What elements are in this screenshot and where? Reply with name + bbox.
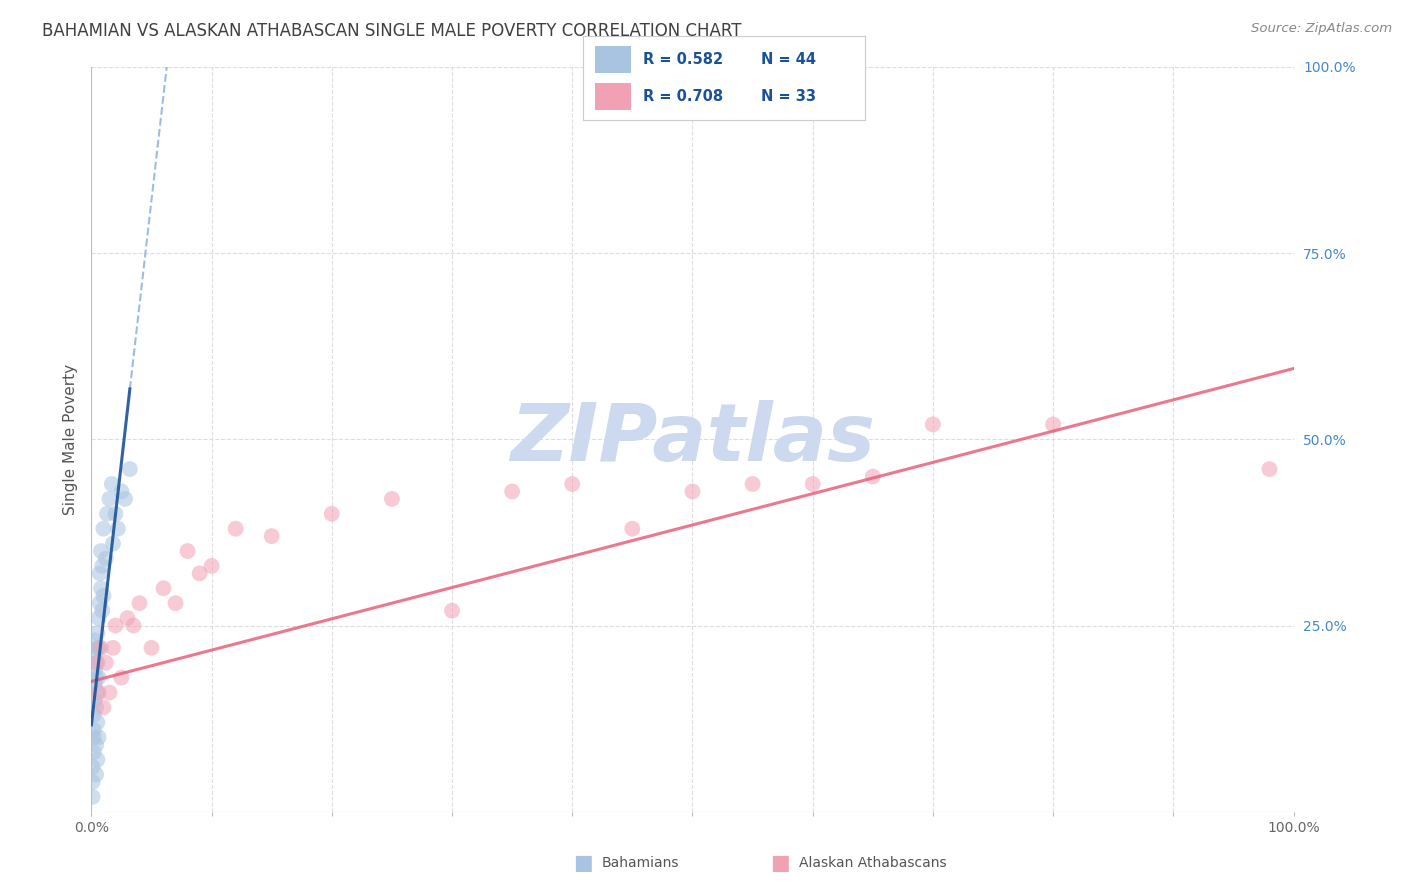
Point xyxy=(84,700,107,714)
Text: BAHAMIAN VS ALASKAN ATHABASCAN SINGLE MALE POVERTY CORRELATION CHART: BAHAMIAN VS ALASKAN ATHABASCAN SINGLE MA… xyxy=(42,22,742,40)
Point xyxy=(91,558,114,573)
Text: R = 0.582: R = 0.582 xyxy=(643,52,723,67)
Point xyxy=(98,685,121,699)
Point xyxy=(165,596,187,610)
Point xyxy=(84,738,107,752)
Point xyxy=(83,707,105,722)
Point xyxy=(84,648,107,663)
Point xyxy=(128,596,150,610)
Point xyxy=(801,477,824,491)
Point xyxy=(107,522,129,536)
Point xyxy=(440,604,463,618)
FancyBboxPatch shape xyxy=(595,45,631,73)
Point xyxy=(93,700,115,714)
Point xyxy=(117,611,139,625)
Point xyxy=(381,491,404,506)
Point xyxy=(93,589,115,603)
Text: N = 33: N = 33 xyxy=(761,89,815,104)
Point xyxy=(86,640,108,655)
Point xyxy=(681,484,703,499)
Point xyxy=(82,760,104,774)
Point xyxy=(86,656,108,670)
Point xyxy=(91,604,114,618)
Point xyxy=(87,611,110,625)
Point xyxy=(104,507,127,521)
Text: ZIPatlas: ZIPatlas xyxy=(510,401,875,478)
Point xyxy=(82,789,104,804)
Text: N = 44: N = 44 xyxy=(761,52,815,67)
Point xyxy=(501,484,523,499)
Point xyxy=(176,544,198,558)
Y-axis label: Single Male Poverty: Single Male Poverty xyxy=(63,364,79,515)
Point xyxy=(90,544,112,558)
Point xyxy=(101,640,124,655)
Point xyxy=(83,730,105,744)
Point xyxy=(84,671,107,685)
Point xyxy=(83,745,105,759)
Point xyxy=(86,715,108,730)
Point xyxy=(84,656,107,670)
Point xyxy=(118,462,141,476)
Point xyxy=(110,671,132,685)
Point xyxy=(89,596,111,610)
Point xyxy=(321,507,343,521)
Point xyxy=(741,477,763,491)
Point xyxy=(862,469,884,483)
Point xyxy=(84,678,107,692)
Point xyxy=(87,730,110,744)
Point xyxy=(1258,462,1281,476)
Point xyxy=(87,685,110,699)
Point xyxy=(201,558,224,573)
Point xyxy=(82,775,104,789)
Text: Alaskan Athabascans: Alaskan Athabascans xyxy=(799,856,946,871)
Point xyxy=(101,477,124,491)
Point xyxy=(84,767,107,781)
Point xyxy=(260,529,283,543)
Point xyxy=(83,723,105,737)
Text: ■: ■ xyxy=(574,854,593,873)
Point xyxy=(87,640,110,655)
FancyBboxPatch shape xyxy=(595,83,631,111)
Point xyxy=(122,618,145,632)
Point xyxy=(84,633,107,648)
Point xyxy=(98,491,121,506)
Text: Source: ZipAtlas.com: Source: ZipAtlas.com xyxy=(1251,22,1392,36)
Point xyxy=(101,536,124,550)
Point xyxy=(225,522,247,536)
Point xyxy=(561,477,583,491)
Point xyxy=(90,582,112,596)
Point xyxy=(104,618,127,632)
Point xyxy=(86,753,108,767)
Point xyxy=(188,566,211,581)
Point xyxy=(152,582,174,596)
Point xyxy=(86,685,108,699)
Point xyxy=(94,551,117,566)
Point xyxy=(141,640,163,655)
Point xyxy=(1042,417,1064,432)
Point xyxy=(90,640,112,655)
Text: Bahamians: Bahamians xyxy=(602,856,679,871)
Point xyxy=(87,671,110,685)
Point xyxy=(114,491,136,506)
Point xyxy=(89,566,111,581)
Text: R = 0.708: R = 0.708 xyxy=(643,89,723,104)
Point xyxy=(94,656,117,670)
Point xyxy=(621,522,644,536)
Point xyxy=(93,522,115,536)
Point xyxy=(922,417,945,432)
Point xyxy=(110,484,132,499)
Point xyxy=(86,626,108,640)
Text: ■: ■ xyxy=(770,854,790,873)
Point xyxy=(84,663,107,677)
Point xyxy=(96,507,118,521)
Point xyxy=(84,693,107,707)
